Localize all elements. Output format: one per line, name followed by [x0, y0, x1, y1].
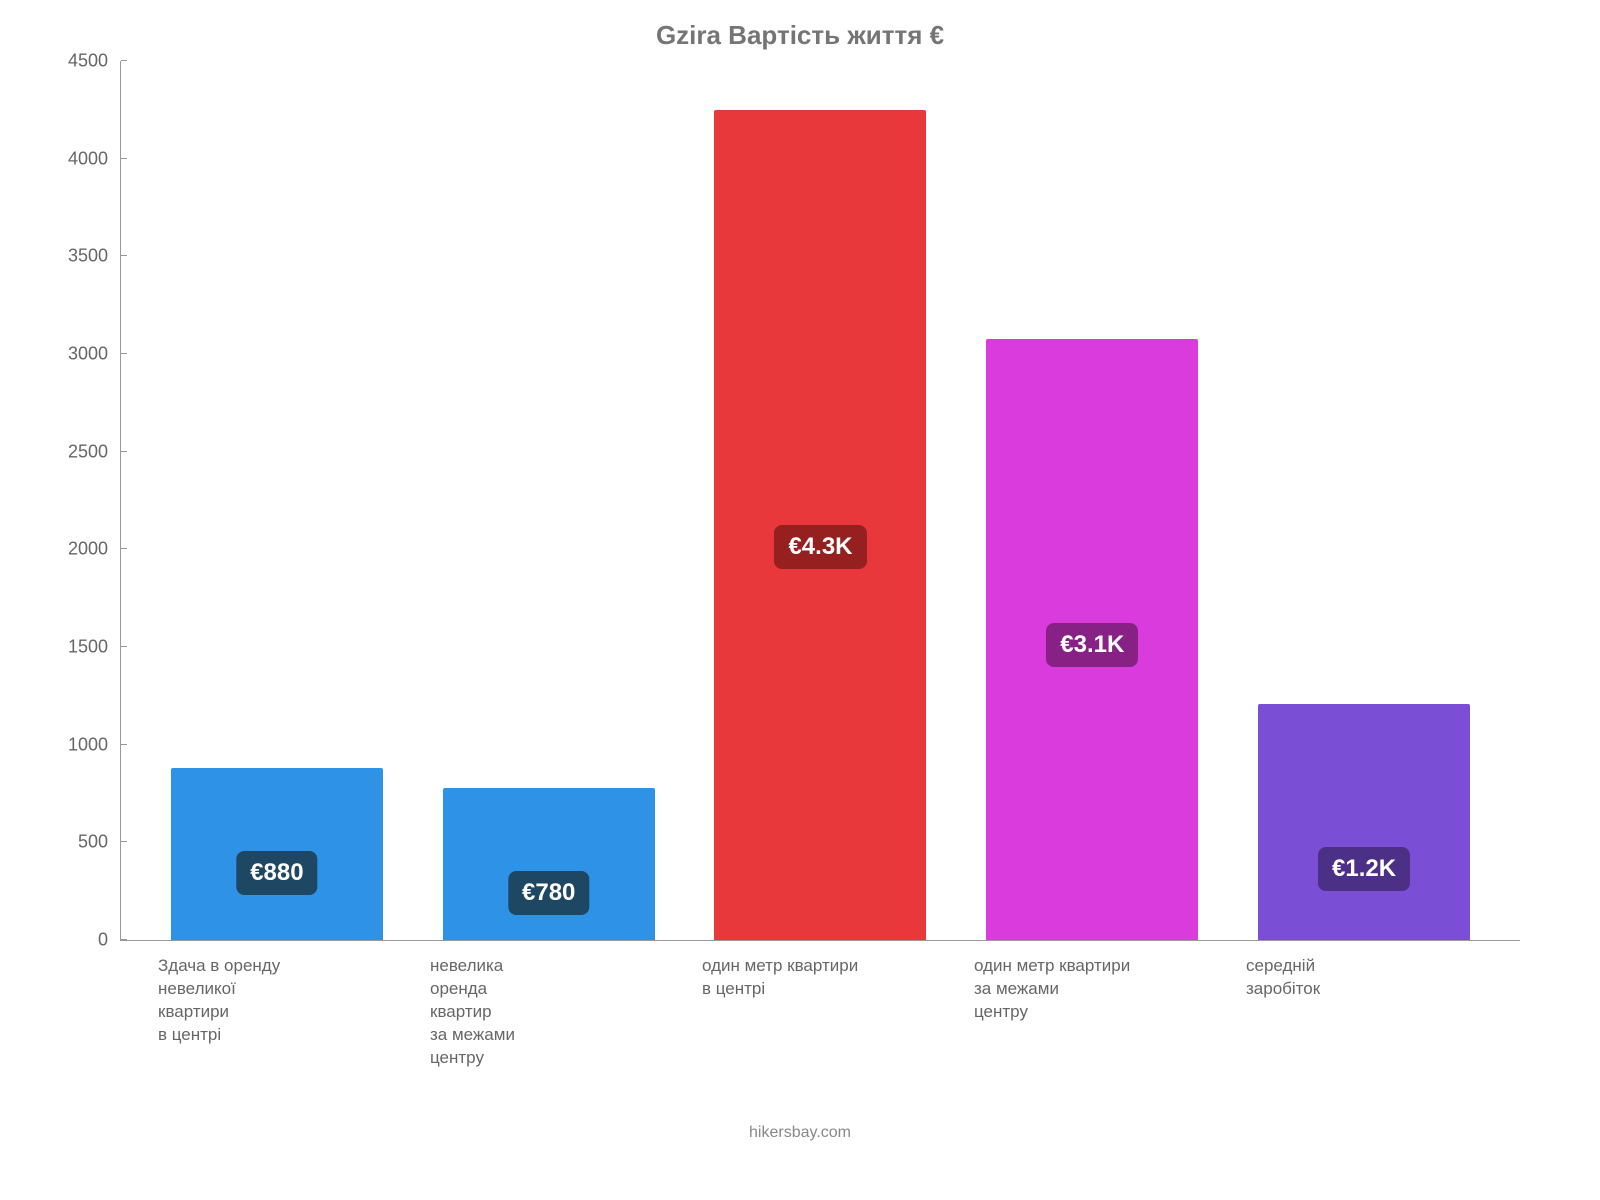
bars-wrap: €880 €780 €4.3K €3.1K €1.2K	[121, 61, 1520, 940]
y-tick-mark	[121, 255, 127, 256]
y-tick-mark	[121, 548, 127, 549]
bar-slot: €4.3K	[685, 61, 957, 940]
y-tick-mark	[121, 353, 127, 354]
bar-slot: €3.1K	[956, 61, 1228, 940]
bar-slot: €880	[141, 61, 413, 940]
y-tick-label: 3000	[58, 344, 108, 365]
y-tick-label: 4500	[58, 51, 108, 72]
chart-container: Gzira Вартість життя € 05001000150020002…	[60, 20, 1540, 1160]
bar-value-badge: €880	[236, 851, 317, 895]
bar: €880	[171, 768, 383, 940]
y-tick-label: 2500	[58, 441, 108, 462]
bar-slot: €1.2K	[1228, 61, 1500, 940]
bar-value-badge: €1.2K	[1318, 847, 1410, 891]
bar-slot: €780	[413, 61, 685, 940]
y-tick-label: 3500	[58, 246, 108, 267]
y-tick-mark	[121, 646, 127, 647]
x-axis-label: Здача в оренду невеликої квартири в цент…	[140, 955, 412, 1070]
y-tick-mark	[121, 451, 127, 452]
chart-title: Gzira Вартість життя €	[60, 20, 1540, 51]
y-tick-label: 0	[58, 930, 108, 951]
bar: €780	[443, 788, 655, 940]
y-tick-mark	[121, 158, 127, 159]
x-axis-label: один метр квартири за межами центру	[956, 955, 1228, 1070]
y-tick-mark	[121, 939, 127, 940]
plot-area: 050010001500200025003000350040004500 €88…	[120, 61, 1520, 941]
x-axis-label: невелика оренда квартир за межами центру	[412, 955, 684, 1070]
bar: €3.1K	[986, 339, 1198, 940]
bar-value-badge: €4.3K	[774, 525, 866, 569]
y-tick-label: 2000	[58, 539, 108, 560]
x-axis-label: середній заробіток	[1228, 955, 1500, 1070]
y-tick-label: 1500	[58, 637, 108, 658]
y-tick-label: 1000	[58, 734, 108, 755]
y-tick-mark	[121, 60, 127, 61]
attribution-text: hikersbay.com	[60, 1124, 1540, 1142]
bar-value-badge: €780	[508, 871, 589, 915]
bar: €1.2K	[1258, 704, 1470, 940]
x-axis: Здача в оренду невеликої квартири в цент…	[120, 941, 1520, 1070]
y-tick-label: 500	[58, 832, 108, 853]
bar-value-badge: €3.1K	[1046, 623, 1138, 667]
x-axis-label: один метр квартири в центрі	[684, 955, 956, 1070]
y-tick-mark	[121, 841, 127, 842]
y-axis: 050010001500200025003000350040004500	[61, 61, 116, 940]
bar: €4.3K	[714, 110, 926, 940]
y-tick-label: 4000	[58, 148, 108, 169]
y-tick-mark	[121, 744, 127, 745]
